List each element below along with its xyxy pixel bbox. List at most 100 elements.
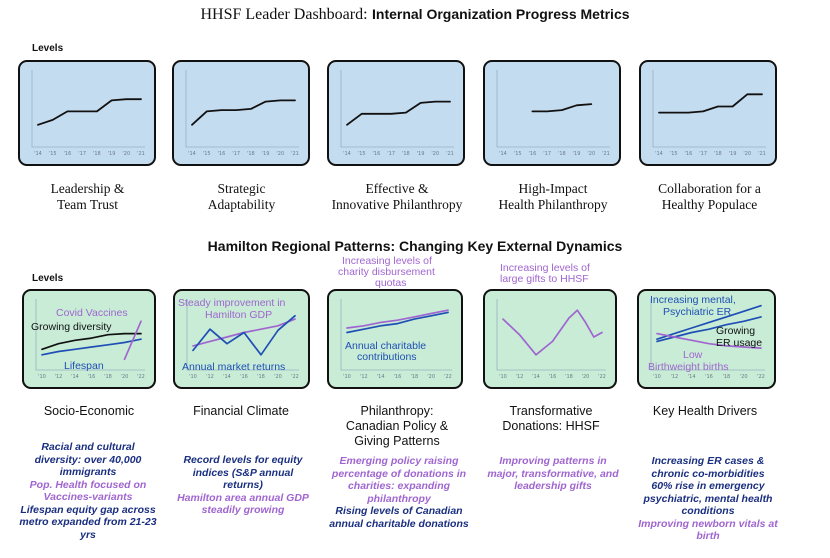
axis-line — [186, 299, 299, 371]
chart-panel-philanthropy: '10 '12 '14 '16 '18 '20 '22 — [327, 289, 463, 389]
series-line — [41, 338, 142, 356]
tick-label: '12 — [516, 374, 524, 380]
tick-label: '18 — [402, 151, 410, 157]
tick-label: '17 — [232, 151, 240, 157]
caption-line: Giving Patterns — [354, 434, 440, 448]
tick-label: '16 — [218, 151, 226, 157]
axis-line — [185, 70, 299, 148]
caption-socio-economic: Socio-Economic — [14, 404, 164, 419]
series-line — [346, 309, 449, 329]
tick-label: '22 — [598, 374, 606, 380]
tick-label: '21 — [446, 151, 454, 157]
chart-panel-collaboration: '14 '15 '16 '17 '18 '19 '20 '21 — [639, 60, 777, 166]
annotation-large-gifts-1: Increasing levels of — [500, 262, 590, 274]
tick-label: '18 — [565, 374, 573, 380]
axis-line — [340, 299, 452, 371]
tick-label: '10 — [653, 374, 661, 380]
tick-label: '20 — [276, 151, 284, 157]
chart-svg: '14 '15 '16 '17 '18 '19 '20 '21 — [652, 70, 766, 157]
annotation-mental-1: Increasing mental, — [650, 294, 736, 306]
chart-panel-effective: '14 '15 '16 '17 '18 '19 '20 '21 — [327, 60, 465, 166]
caption-leadership: Leadership & Team Trust — [10, 181, 165, 213]
note-item: 60% rise in emergency psychiatric, menta… — [643, 480, 773, 517]
tick-label: '14 — [655, 151, 663, 157]
annotation-contrib-1: Annual charitable — [345, 340, 427, 352]
tick-label: '18 — [104, 374, 112, 380]
tick-label: '19 — [573, 151, 581, 157]
caption-line: Collaboration for a — [658, 181, 761, 196]
tick-label: '18 — [714, 151, 722, 157]
axis-line — [650, 299, 765, 371]
annotation-large-gifts-2: large gifts to HHSF — [500, 273, 589, 285]
caption-line: Donations: HHSF — [502, 419, 600, 433]
tick-label: '17 — [699, 151, 707, 157]
tick-label: '16 — [240, 374, 248, 380]
tick-label: '16 — [549, 374, 557, 380]
caption-strategic: Strategic Adaptability — [164, 181, 319, 213]
note-item: Improving newborn vitals at birth — [638, 517, 778, 543]
tick-label: '20 — [740, 374, 748, 380]
caption-line: Leadership & — [50, 181, 125, 196]
chart-panel-health: '10 '12 '14 '16 '18 '20 '22 — [637, 289, 776, 389]
chart-panel-leadership: '14 '15 '16 '17 '18 '19 '20 '21 — [18, 60, 156, 166]
tick-label: '21 — [291, 151, 299, 157]
tick-label: '21 — [758, 151, 766, 157]
series-line — [123, 320, 142, 361]
note-item: Improving patterns in major, transformat… — [487, 455, 619, 492]
axis-line — [31, 70, 145, 148]
notes-socio-economic: Racial and cultural diversity: over 40,0… — [18, 441, 158, 541]
note-item: Rising levels of Canadian annual charita… — [329, 505, 469, 530]
tick-label: '18 — [93, 151, 101, 157]
caption-line: Effective & — [365, 181, 429, 196]
caption-high-impact: High-Impact Health Philanthropy — [474, 181, 632, 213]
tick-label: '15 — [358, 151, 366, 157]
tick-label: '16 — [373, 151, 381, 157]
levels-label-bottom: Levels — [32, 273, 64, 284]
notes-philanthropy: Emerging policy raising percentage of do… — [318, 455, 480, 530]
chart-svg: '14 '15 '16 '17 '18 '19 '20 '21 — [31, 70, 145, 157]
chart-svg: '10 '12 '14 '16 '18 '20 '22 — [186, 299, 299, 380]
caption-philanthropy: Philanthropy: Canadian Policy & Giving Pat… — [322, 404, 472, 449]
note-item: Hamilton area annual GDP steadily growin… — [177, 491, 309, 517]
tick-label: '22 — [444, 374, 452, 380]
chart-svg: '14 '15 '16 '17 '18 '19 '20 '21 — [340, 70, 454, 157]
annotation-covid: Covid Vaccines — [56, 307, 128, 319]
series-line — [658, 93, 763, 114]
tick-label: '21 — [602, 151, 610, 157]
annotation-contrib-2: contributions — [357, 351, 417, 363]
title-part2: Internal Organization Progress Metrics — [372, 6, 630, 22]
chart-panel-socio-economic: '10 '12 '14 '16 '18 '20 '22 — [22, 289, 156, 389]
tick-label: '18 — [410, 374, 418, 380]
chart-panel-strategic: '14 '15 '16 '17 '18 '19 '20 '21 — [172, 60, 310, 166]
annotation-er-2: ER usage — [716, 337, 763, 349]
tick-label: '17 — [387, 151, 395, 157]
tick-label: '16 — [705, 374, 713, 380]
annotation-low-2: Birthweight births — [648, 361, 729, 373]
tick-label: '16 — [88, 374, 96, 380]
tick-label: '16 — [394, 374, 402, 380]
tick-label: '20 — [743, 151, 751, 157]
note-item: Emerging policy raising percentage of do… — [331, 455, 467, 505]
tick-label: '19 — [417, 151, 425, 157]
caption-effective: Effective & Innovative Philanthropy — [318, 181, 476, 213]
tick-label: '22 — [137, 374, 145, 380]
annotation-lifespan: Lifespan — [64, 360, 104, 372]
annotation-gdp-2: Hamilton GDP — [205, 309, 273, 321]
series-line — [656, 304, 762, 341]
tick-label: '14 — [34, 151, 42, 157]
tick-label: '19 — [108, 151, 116, 157]
tick-label: '12 — [360, 374, 368, 380]
tick-label: '18 — [247, 151, 255, 157]
caption-line: Team Trust — [57, 197, 118, 212]
axis-line — [652, 70, 766, 148]
notes-donations: Improving patterns in major, transformat… — [484, 455, 622, 493]
tick-label: '20 — [121, 374, 129, 380]
chart-svg: '10 '12 '14 '16 '18 '20 '22 — [650, 299, 765, 380]
chart-svg: '14 '15 '16 '17 '18 '19 '20 '21 — [185, 70, 299, 157]
annotation-disbursement-1: Increasing levels of — [342, 255, 432, 267]
tick-label: '14 — [343, 151, 351, 157]
tick-label: '16 — [529, 151, 537, 157]
tick-label: '14 — [377, 374, 385, 380]
tick-label: '20 — [122, 151, 130, 157]
notes-health: Increasing ER cases & chronic co-morbidi… — [632, 455, 784, 543]
